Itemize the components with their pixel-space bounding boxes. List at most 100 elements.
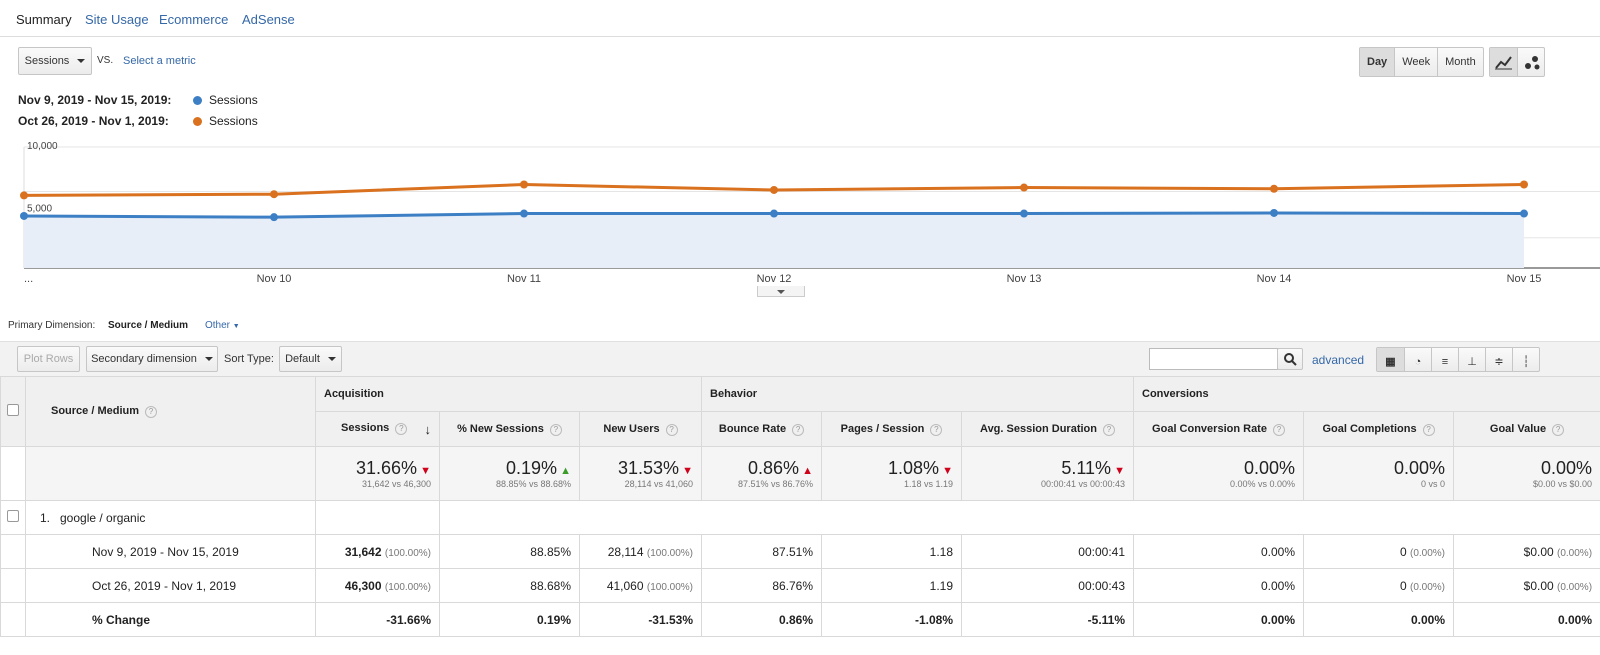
- help-icon[interactable]: ?: [665, 423, 678, 436]
- empty-cell: [0, 602, 26, 637]
- plot-rows-button[interactable]: Plot Rows: [17, 346, 80, 372]
- data-cell: 0.00%: [1133, 568, 1305, 603]
- column-header[interactable]: New Users?: [578, 411, 703, 447]
- dimension-header-label: Source / Medium: [51, 405, 140, 417]
- total-cell: 5.11% ▼ 00:00:41 vs 00:00:43: [961, 446, 1135, 501]
- data-cell: 0.86%: [701, 602, 823, 637]
- motion-chart-button[interactable]: [1517, 48, 1544, 76]
- cell-value: 28,114: [607, 544, 644, 559]
- help-icon[interactable]: ?: [395, 422, 408, 435]
- dimension-header[interactable]: Source / Medium?: [25, 376, 316, 447]
- search-button[interactable]: [1277, 348, 1303, 370]
- select-metric-link[interactable]: Select a metric: [123, 55, 196, 67]
- row-label: Nov 9, 2019 - Nov 15, 2019: [25, 534, 316, 569]
- help-icon[interactable]: ?: [1102, 423, 1115, 436]
- period-month-button[interactable]: Month: [1437, 48, 1483, 76]
- column-header[interactable]: Goal Value?: [1453, 411, 1600, 447]
- data-cell: 0.19%: [439, 602, 580, 637]
- empty-cell: [25, 446, 316, 501]
- cell-value: 00:00:41: [1078, 544, 1126, 559]
- data-cell: 00:00:43: [961, 568, 1135, 603]
- advanced-filter-link[interactable]: advanced: [1312, 353, 1365, 367]
- data-point: [20, 191, 28, 200]
- data-point: [20, 211, 28, 220]
- line-chart-icon: [1495, 56, 1512, 70]
- term-cloud-view-button[interactable]: ≑: [1485, 348, 1512, 371]
- cell-value: -1.08%: [914, 612, 954, 627]
- performance-view-button[interactable]: ≡: [1431, 348, 1458, 371]
- help-icon[interactable]: ?: [1272, 423, 1285, 436]
- data-cell: -1.08%: [821, 602, 963, 637]
- tab-site-usage[interactable]: Site Usage: [85, 12, 149, 27]
- period-day-button[interactable]: Day: [1360, 48, 1395, 76]
- data-cell: 28,114 (100.00%): [578, 534, 703, 569]
- column-header[interactable]: % New Sessions?: [439, 411, 580, 447]
- column-header[interactable]: Goal Completions?: [1303, 411, 1455, 447]
- data-cell: 0 (0.00%): [1303, 534, 1455, 569]
- help-icon[interactable]: ?: [930, 423, 943, 436]
- help-icon[interactable]: ?: [145, 406, 158, 418]
- total-comparison: 87.51% vs 86.76%: [737, 479, 814, 489]
- data-point: [1270, 184, 1278, 193]
- table-view-button[interactable]: ▦: [1377, 348, 1404, 371]
- help-icon[interactable]: ?: [1552, 423, 1565, 436]
- data-cell: 46,300 (100.00%): [315, 568, 440, 603]
- legend-series-name: Sessions: [209, 93, 258, 107]
- total-cell: 0.00% 0 vs 0: [1303, 446, 1455, 501]
- row-index: 1.: [40, 510, 51, 525]
- empty-cell: [0, 568, 26, 603]
- data-cell: 0.00%: [1303, 602, 1455, 637]
- search-icon: [1284, 353, 1297, 366]
- column-header[interactable]: Goal Conversion Rate?: [1133, 411, 1305, 447]
- column-header[interactable]: Sessions? ↓: [315, 411, 440, 447]
- comparison-view-button[interactable]: ⊥: [1458, 348, 1485, 371]
- chart-resize-handle[interactable]: [757, 286, 805, 297]
- total-cell: 0.00% 0.00% vs 0.00%: [1133, 446, 1305, 501]
- row-source[interactable]: google / organic: [60, 510, 146, 525]
- column-header[interactable]: Bounce Rate?: [701, 411, 823, 447]
- secondary-dimension-select[interactable]: Secondary dimension: [86, 346, 218, 372]
- bar-chart-icon: ≡: [1441, 356, 1449, 368]
- tab-adsense[interactable]: AdSense: [242, 12, 295, 27]
- select-all-checkbox[interactable]: [7, 404, 19, 416]
- primary-dimension-value[interactable]: Source / Medium: [108, 320, 189, 331]
- total-comparison: 0 vs 0: [1421, 479, 1446, 489]
- cell-value: 86.76%: [772, 578, 814, 593]
- data-cell: 86.76%: [701, 568, 823, 603]
- tab-summary[interactable]: Summary: [16, 12, 72, 27]
- data-cell: 1.19: [821, 568, 963, 603]
- help-icon[interactable]: ?: [1422, 423, 1435, 436]
- column-header-label: Sessions: [341, 421, 390, 434]
- cell-value: 0.00%: [1558, 612, 1593, 627]
- cell-value: 0: [1399, 544, 1407, 559]
- help-icon[interactable]: ?: [549, 423, 562, 436]
- period-week-button[interactable]: Week: [1394, 48, 1437, 76]
- pie-view-button[interactable]: ◔: [1404, 348, 1431, 371]
- sort-arrow-icon[interactable]: ↓: [424, 421, 432, 437]
- cell-value: 0.19%: [536, 612, 571, 627]
- column-header[interactable]: Avg. Session Duration?: [961, 411, 1135, 447]
- help-icon[interactable]: ?: [792, 423, 805, 436]
- pivot-view-button[interactable]: ┆: [1512, 348, 1539, 371]
- series-area: [24, 212, 1524, 268]
- table-search-input[interactable]: [1149, 348, 1278, 370]
- sort-type-select[interactable]: Default: [279, 346, 342, 372]
- row-checkbox[interactable]: [7, 510, 19, 522]
- column-header[interactable]: Pages / Session?: [821, 411, 963, 447]
- x-tick-label: Nov 15: [1506, 273, 1542, 285]
- data-cell: 0.00%: [1453, 602, 1600, 637]
- column-header-label: Bounce Rate: [718, 422, 787, 435]
- total-cell: 0.19% ▲ 88.85% vs 88.68%: [439, 446, 580, 501]
- cell-value: 0.00%: [1260, 578, 1296, 593]
- line-chart-button[interactable]: [1490, 48, 1517, 76]
- tab-ecommerce[interactable]: Ecommerce: [159, 12, 229, 27]
- chevron-down-icon: [327, 357, 336, 361]
- sessions-line-chart[interactable]: 10,000 5,000: [0, 135, 1600, 295]
- data-cell: 41,060 (100.00%): [578, 568, 703, 603]
- legend-series-name: Sessions: [209, 114, 258, 128]
- data-cell: 88.68%: [439, 568, 580, 603]
- chevron-down-icon: [777, 290, 785, 294]
- other-dimension-link[interactable]: Other ▼: [205, 320, 240, 331]
- metric-select[interactable]: Sessions: [18, 47, 92, 75]
- total-change: 0.00%: [1540, 458, 1593, 478]
